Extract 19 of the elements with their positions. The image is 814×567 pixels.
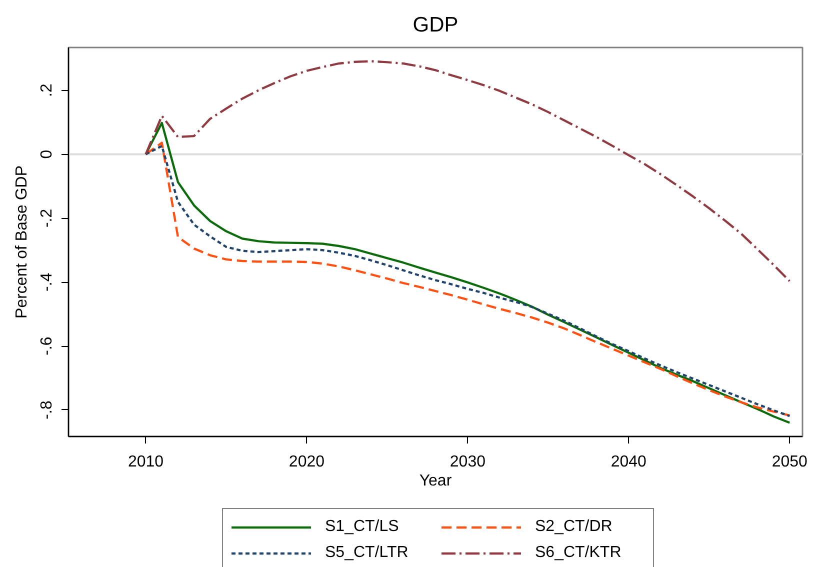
y-tick-label: -.6	[38, 336, 56, 356]
x-tick-label: 2050	[772, 454, 808, 470]
x-tick-label: 2020	[288, 454, 325, 470]
x-tick-label: 2040	[610, 454, 647, 470]
x-axis-title: Year	[419, 472, 452, 490]
y-tick-label: .2	[38, 84, 56, 98]
legend-label: S2_CT/DR	[535, 517, 614, 537]
line-series	[144, 60, 791, 282]
x-tick-label: 2010	[128, 454, 164, 470]
legend-label: S1_CT/LS	[325, 517, 400, 537]
y-axis-title: Percent of Base GDP	[14, 166, 30, 318]
legend-label: S6_CT/KTR	[535, 543, 622, 563]
legend-label: S5_CT/LTR	[325, 543, 410, 563]
y-tick-label: -.2	[38, 208, 56, 228]
y-tick-label: -.4	[38, 272, 56, 292]
y-tick-label: 0	[38, 150, 56, 159]
y-tick-label: -.8	[38, 400, 56, 420]
x-tick-label: 2030	[450, 454, 486, 470]
chart-title: GDP	[412, 14, 458, 36]
